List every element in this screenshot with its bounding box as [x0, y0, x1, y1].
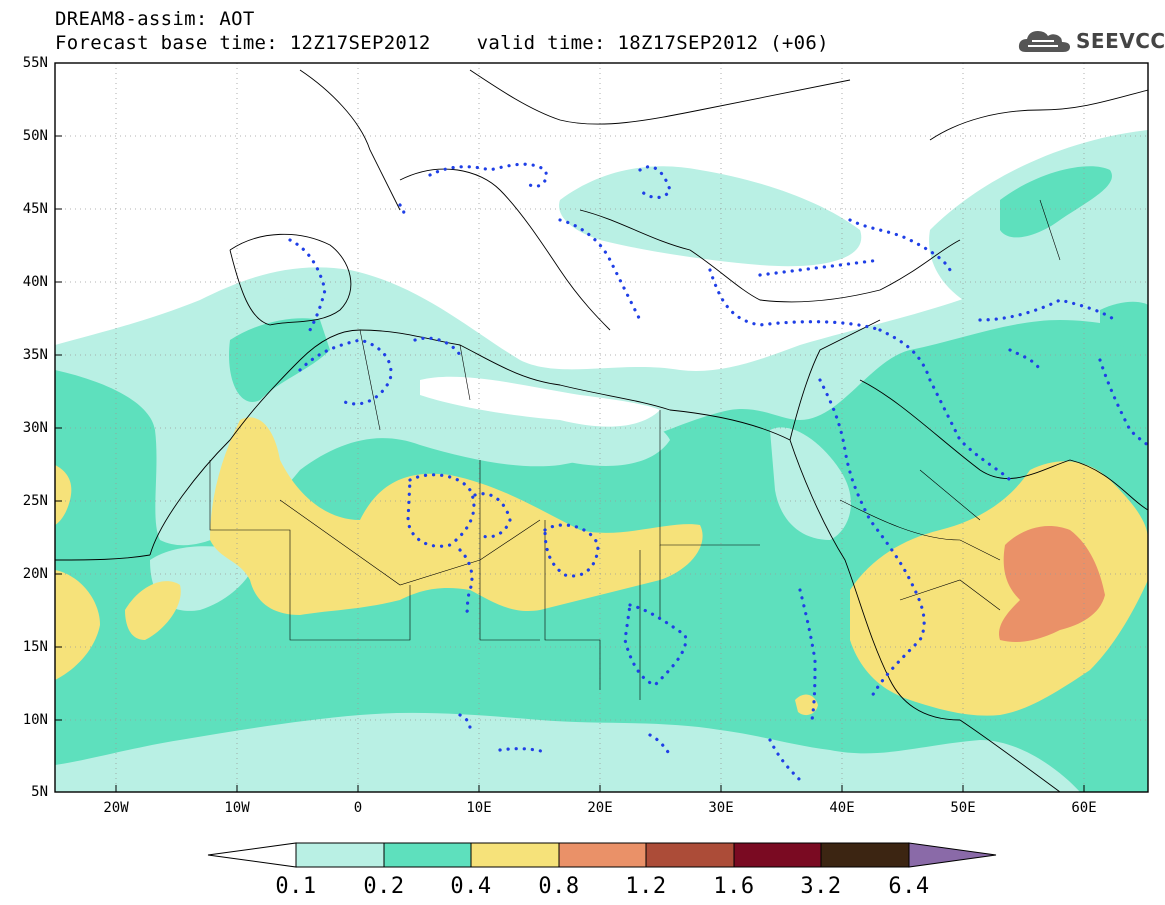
- colorbar-bin-0.8: [558, 842, 647, 868]
- colorbar-label-0.4: 0.4: [450, 874, 492, 899]
- valid-time: valid time: 18Z17SEP2012 (+06): [476, 32, 829, 54]
- colorbar-label-1.6: 1.6: [713, 874, 755, 899]
- lon-label-20e: 20E: [587, 800, 613, 816]
- lon-label-0: 0: [353, 800, 363, 816]
- lon-label-60e: 60E: [1071, 800, 1097, 816]
- lon-label-10e: 10E: [466, 800, 492, 816]
- colorbar-upper-arrow: [908, 842, 997, 868]
- colorbar-bin-0.1: [295, 842, 385, 868]
- grid-lines: [55, 63, 1148, 792]
- aot-band-0.1-north: [559, 166, 862, 267]
- aot-band-0.4-sahara: [210, 417, 703, 615]
- colorbar-bin-0.2: [383, 842, 472, 868]
- colorbar-label-0.1: 0.1: [275, 874, 317, 899]
- aot-band-0.2-east: [1100, 301, 1148, 350]
- lon-label-40e: 40E: [829, 800, 855, 816]
- aot-band-0.4-atlantic: [55, 465, 72, 525]
- lat-label-5n: 5N: [31, 784, 48, 800]
- lon-label-20w: 20W: [103, 800, 129, 816]
- base-time: Forecast base time: 12Z17SEP2012: [55, 32, 431, 54]
- lat-label-45n: 45N: [22, 201, 48, 217]
- blue-dotted-contours: [288, 162, 1148, 782]
- colorbar-lower-arrow: [207, 842, 297, 868]
- lat-label-40n: 40N: [22, 274, 48, 290]
- colorbar-bin-1.6: [733, 842, 822, 868]
- colorbar: [207, 842, 997, 868]
- lat-label-50n: 50N: [22, 128, 48, 144]
- country-borders: [209, 199, 1061, 700]
- colorbar-bin-3.2: [820, 842, 910, 868]
- lon-label-50e: 50E: [950, 800, 976, 816]
- colorbar-label-3.2: 3.2: [800, 874, 842, 899]
- colorbar-label-0.8: 0.8: [538, 874, 580, 899]
- aot-fields: [55, 63, 1148, 792]
- lat-label-35n: 35N: [22, 347, 48, 363]
- colorbar-label-6.4: 6.4: [888, 874, 930, 899]
- aot-band-0.4-coast: [55, 570, 100, 680]
- colorbar-label-0.2: 0.2: [363, 874, 405, 899]
- colorbar-label-1.2: 1.2: [625, 874, 667, 899]
- lat-label-30n: 30N: [22, 420, 48, 436]
- lat-label-20n: 20N: [22, 566, 48, 582]
- cloud-icon: [1018, 31, 1070, 52]
- aot-clear-libya-core: [420, 376, 660, 427]
- forecast-times: Forecast base time: 12Z17SEP2012 valid ti…: [55, 33, 829, 53]
- aot-clear-arabia: [770, 427, 851, 540]
- aot-band-0.4-arabia: [850, 461, 1148, 716]
- aot-band-0.2-morocco: [229, 318, 330, 402]
- seevccc-logo: SEEVCCC: [1018, 26, 1165, 56]
- lat-label-15n: 15N: [22, 639, 48, 655]
- logo-text: SEEVCCC: [1076, 29, 1165, 53]
- tick-marks: [55, 62, 1085, 792]
- colorbar-bin-1.2: [645, 842, 735, 868]
- chart-title: DREAM8-assim: AOT: [55, 8, 255, 30]
- lon-label-10w: 10W: [224, 800, 250, 816]
- lon-label-30e: 30E: [708, 800, 734, 816]
- colorbar-bin-0.4: [470, 842, 560, 868]
- aot-band-0.4-senegal: [125, 581, 181, 640]
- lat-label-10n: 10N: [22, 712, 48, 728]
- aot-band-0.8-arabia: [999, 525, 1105, 642]
- lat-label-25n: 25N: [22, 493, 48, 509]
- aot-band-0.2-caucasus: [1000, 166, 1112, 238]
- lat-label-55n: 55N: [22, 55, 48, 71]
